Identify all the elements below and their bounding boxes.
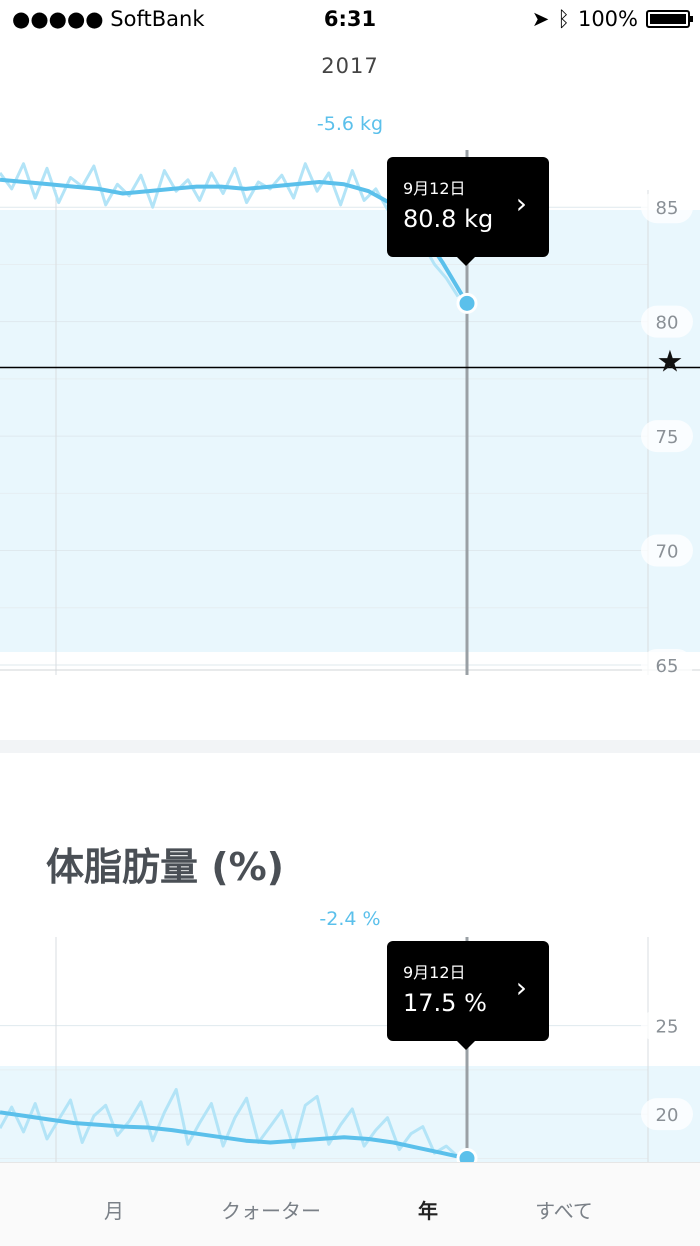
selected-point xyxy=(456,1147,478,1162)
section-title: 体脂肪量 (%) xyxy=(46,845,285,889)
tab-quarter[interactable]: クォーター xyxy=(221,1199,321,1223)
period-tab-bar: 月 クォーター 年 すべて xyxy=(0,1162,700,1246)
y-tick-label: 75 xyxy=(656,427,679,448)
bodyfat-tooltip[interactable]: 9月12日 17.5 % › xyxy=(387,941,549,1050)
selected-point xyxy=(456,292,478,314)
y-label-pill xyxy=(641,534,693,567)
tab-all[interactable]: すべて xyxy=(535,1199,593,1223)
tab-year[interactable]: 年 xyxy=(418,1199,438,1223)
carrier: ●●●●● SoftBank xyxy=(12,7,205,31)
y-tick-label: 25 xyxy=(656,1017,679,1038)
normal-range-band xyxy=(0,210,700,652)
bluetooth-icon: ᛒ xyxy=(557,7,570,31)
y-tick-label: 65 xyxy=(656,656,679,675)
y-label-pill xyxy=(641,1009,693,1042)
tooltip-value: 17.5 % xyxy=(403,989,487,1017)
bodyfat-change: -2.4 % xyxy=(319,908,381,930)
y-label-pill xyxy=(641,420,693,453)
y-label-pill xyxy=(641,649,693,675)
section-divider xyxy=(0,740,700,753)
y-tick-label: 85 xyxy=(656,198,679,219)
y-tick-label: 70 xyxy=(656,542,679,563)
chevron-right-icon: › xyxy=(515,187,527,220)
y-tick-label: 80 xyxy=(656,313,679,334)
battery-percent: 100% xyxy=(577,7,638,31)
tooltip-value: 80.8 kg xyxy=(403,205,494,233)
y-label-pill xyxy=(641,305,693,338)
status-bar: ●●●●● SoftBank 6:31 ➤ ᛒ 100% xyxy=(0,0,700,40)
location-icon: ➤ xyxy=(531,7,550,31)
y-label-pill xyxy=(641,191,693,224)
battery-icon xyxy=(646,10,693,28)
tab-month[interactable]: 月 xyxy=(104,1199,124,1223)
star-icon: ★ xyxy=(657,344,684,379)
y-label-pill xyxy=(641,1098,693,1131)
weight-tooltip[interactable]: 9月12日 80.8 kg › xyxy=(387,157,549,266)
bodyfat-chart[interactable]: 25 20 xyxy=(0,937,700,1162)
chevron-right-icon: › xyxy=(515,971,527,1004)
clock: 6:31 xyxy=(323,7,377,31)
trend-series xyxy=(0,1110,468,1161)
tooltip-date: 9月12日 xyxy=(403,963,466,982)
weight-change: -5.6 kg xyxy=(316,113,384,135)
y-tick-label: 20 xyxy=(656,1105,679,1126)
tooltip-date: 9月12日 xyxy=(403,179,466,198)
weight-chart[interactable]: 85 80 75 70 65 ★ xyxy=(0,150,700,675)
period-label: 2017 xyxy=(321,54,379,78)
